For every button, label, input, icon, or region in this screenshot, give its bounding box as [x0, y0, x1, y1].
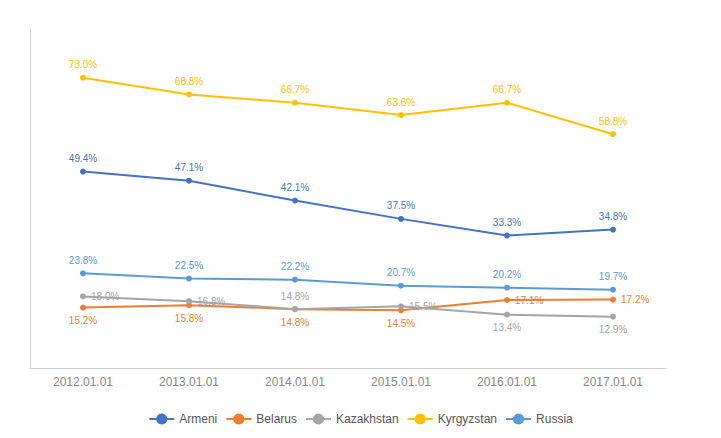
svg-text:20.2%: 20.2%	[493, 269, 521, 280]
svg-text:Belarus: Belarus	[256, 412, 297, 426]
svg-text:Kyrgyzstan: Kyrgyzstan	[438, 412, 497, 426]
svg-text:15.8%: 15.8%	[175, 313, 203, 324]
svg-text:73.0%: 73.0%	[69, 59, 97, 70]
svg-text:2013.01.01: 2013.01.01	[159, 375, 219, 389]
svg-text:23.8%: 23.8%	[69, 255, 97, 266]
svg-text:18.0%: 18.0%	[91, 291, 119, 302]
svg-text:Kazakhstan: Kazakhstan	[336, 412, 399, 426]
svg-text:14.8%: 14.8%	[281, 291, 309, 302]
svg-text:19.7%: 19.7%	[599, 271, 627, 282]
svg-text:22.2%: 22.2%	[281, 261, 309, 272]
svg-text:47.1%: 47.1%	[175, 162, 203, 173]
svg-text:49.4%: 49.4%	[69, 153, 97, 164]
svg-text:37.5%: 37.5%	[387, 200, 415, 211]
svg-text:34.8%: 34.8%	[599, 211, 627, 222]
svg-text:17.1%: 17.1%	[515, 295, 543, 306]
svg-text:Russia: Russia	[536, 412, 573, 426]
svg-text:14.5%: 14.5%	[387, 318, 415, 329]
svg-text:13.4%: 13.4%	[493, 322, 521, 333]
svg-text:17.2%: 17.2%	[621, 294, 649, 305]
svg-text:63.6%: 63.6%	[387, 97, 415, 108]
svg-text:22.5%: 22.5%	[175, 260, 203, 271]
svg-text:66.7%: 66.7%	[493, 84, 521, 95]
svg-text:12.9%: 12.9%	[599, 324, 627, 335]
svg-text:15.2%: 15.2%	[69, 315, 97, 326]
svg-text:66.7%: 66.7%	[281, 84, 309, 95]
svg-text:33.3%: 33.3%	[493, 217, 521, 228]
svg-text:20.7%: 20.7%	[387, 267, 415, 278]
svg-text:14.8%: 14.8%	[281, 317, 309, 328]
svg-text:68.8%: 68.8%	[175, 76, 203, 87]
svg-text:2014.01.01: 2014.01.01	[265, 375, 325, 389]
svg-text:42.1%: 42.1%	[281, 182, 309, 193]
svg-text:Armeni: Armeni	[179, 412, 217, 426]
svg-text:58.8%: 58.8%	[599, 116, 627, 127]
svg-text:2012.01.01: 2012.01.01	[53, 375, 113, 389]
svg-text:2016.01.01: 2016.01.01	[477, 375, 537, 389]
svg-text:2015.01.01: 2015.01.01	[371, 375, 431, 389]
svg-text:15.5%: 15.5%	[409, 301, 437, 312]
svg-text:16.8%: 16.8%	[197, 296, 225, 307]
svg-text:2017.01.01: 2017.01.01	[583, 375, 643, 389]
